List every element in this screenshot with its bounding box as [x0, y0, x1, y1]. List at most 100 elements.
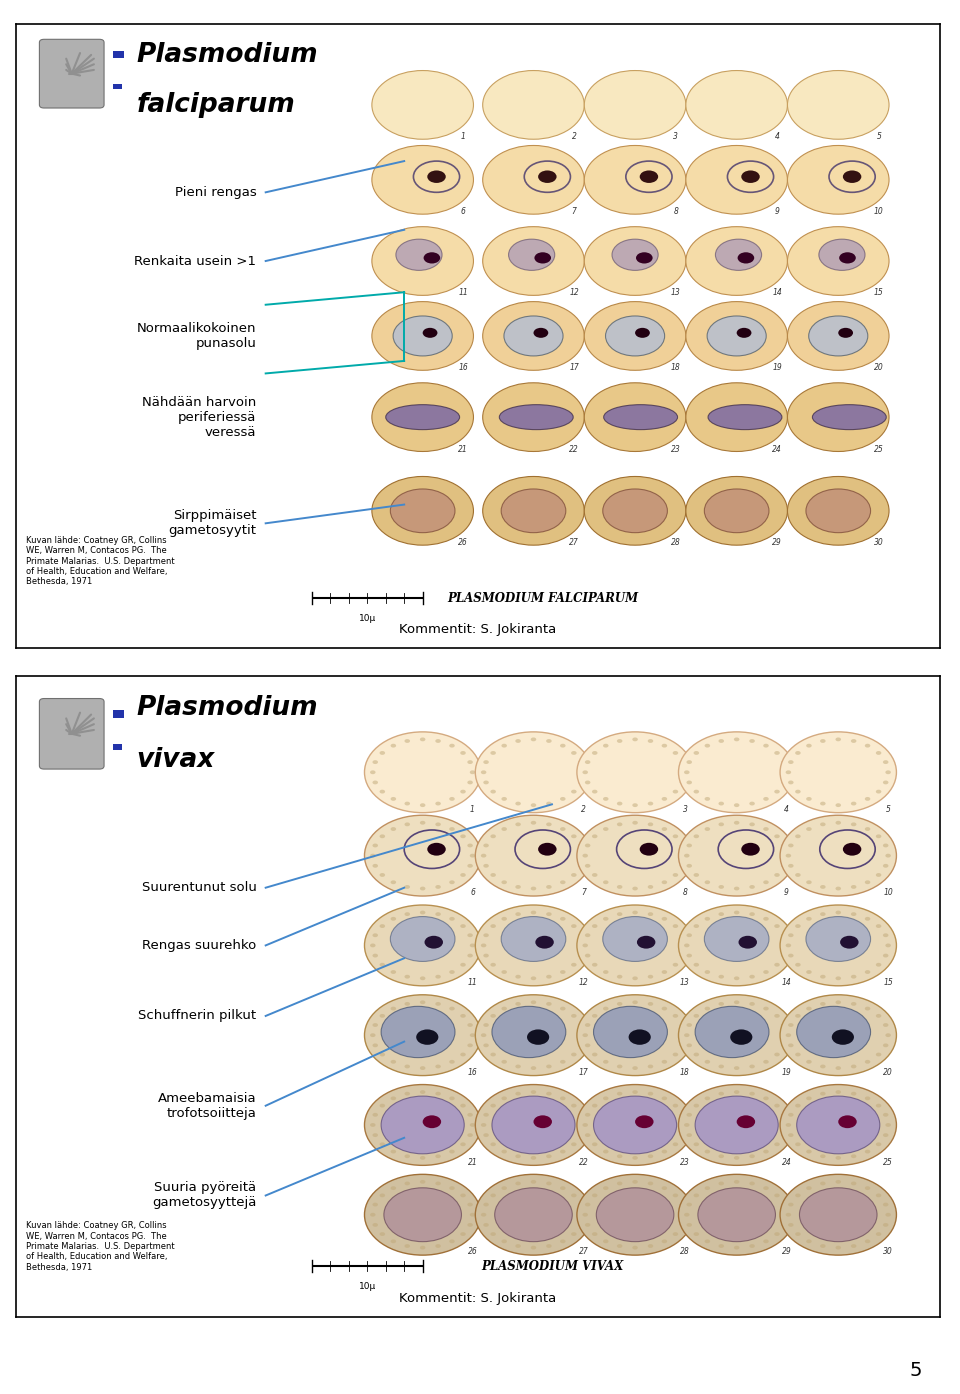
Circle shape — [420, 976, 425, 980]
Circle shape — [372, 1133, 378, 1138]
Circle shape — [571, 751, 577, 756]
Circle shape — [560, 1186, 565, 1190]
Circle shape — [372, 383, 473, 452]
Circle shape — [492, 1006, 565, 1058]
Circle shape — [795, 1013, 801, 1018]
Circle shape — [585, 1044, 590, 1047]
Circle shape — [460, 751, 466, 756]
Circle shape — [435, 912, 441, 916]
Circle shape — [633, 1090, 637, 1094]
Circle shape — [787, 477, 889, 545]
Circle shape — [420, 821, 425, 825]
Circle shape — [483, 1133, 489, 1138]
Circle shape — [365, 1174, 481, 1255]
Circle shape — [370, 1124, 375, 1126]
Circle shape — [501, 1239, 507, 1243]
Circle shape — [781, 1203, 787, 1206]
Circle shape — [372, 864, 378, 867]
Circle shape — [806, 917, 871, 962]
Circle shape — [705, 1150, 710, 1153]
Circle shape — [741, 843, 759, 856]
Circle shape — [787, 227, 889, 296]
Circle shape — [780, 732, 897, 813]
Circle shape — [460, 1142, 466, 1146]
Circle shape — [865, 1059, 871, 1064]
Circle shape — [865, 917, 871, 920]
Circle shape — [683, 771, 687, 774]
Text: 16: 16 — [468, 1068, 477, 1078]
Circle shape — [835, 803, 841, 807]
Circle shape — [679, 995, 795, 1076]
Circle shape — [469, 771, 475, 774]
Circle shape — [617, 885, 622, 889]
Circle shape — [733, 1156, 739, 1160]
Text: 28: 28 — [680, 1248, 690, 1256]
Circle shape — [685, 301, 787, 371]
Circle shape — [365, 815, 481, 896]
Circle shape — [420, 1090, 425, 1094]
Circle shape — [819, 240, 865, 270]
Circle shape — [788, 1023, 794, 1027]
Circle shape — [775, 873, 780, 877]
Circle shape — [593, 1006, 667, 1058]
Circle shape — [680, 953, 685, 958]
Circle shape — [685, 145, 787, 215]
Circle shape — [531, 1156, 537, 1160]
Circle shape — [820, 802, 826, 806]
Circle shape — [603, 881, 609, 884]
Circle shape — [661, 744, 667, 747]
Circle shape — [733, 976, 739, 980]
Circle shape — [468, 1133, 473, 1138]
Circle shape — [460, 1052, 466, 1057]
Circle shape — [435, 822, 441, 827]
Circle shape — [449, 1186, 455, 1190]
Circle shape — [581, 853, 587, 857]
Circle shape — [379, 1104, 385, 1108]
Text: 18: 18 — [680, 1068, 690, 1078]
Circle shape — [693, 1104, 699, 1108]
Circle shape — [483, 1203, 489, 1206]
Circle shape — [673, 751, 678, 756]
Text: 5: 5 — [886, 804, 891, 814]
Circle shape — [491, 1142, 496, 1146]
Circle shape — [617, 739, 622, 743]
Circle shape — [516, 1092, 521, 1096]
Circle shape — [585, 477, 685, 545]
Circle shape — [865, 1150, 871, 1153]
Circle shape — [483, 934, 489, 937]
Circle shape — [379, 1193, 385, 1197]
Circle shape — [372, 1203, 378, 1206]
Circle shape — [795, 963, 801, 966]
Circle shape — [449, 881, 455, 884]
Circle shape — [501, 1097, 507, 1100]
Circle shape — [648, 802, 653, 806]
Circle shape — [797, 1096, 879, 1154]
Circle shape — [585, 227, 685, 296]
Circle shape — [527, 1029, 549, 1046]
Circle shape — [750, 1065, 755, 1068]
Circle shape — [560, 917, 565, 920]
Circle shape — [585, 1112, 590, 1117]
Circle shape — [733, 910, 739, 914]
Circle shape — [695, 1006, 769, 1058]
Circle shape — [785, 771, 791, 774]
Circle shape — [468, 1044, 473, 1047]
Circle shape — [708, 316, 766, 355]
Circle shape — [679, 732, 795, 813]
Circle shape — [560, 1239, 565, 1243]
Circle shape — [483, 227, 585, 296]
Text: 23: 23 — [671, 445, 681, 453]
Circle shape — [546, 1243, 552, 1248]
Circle shape — [787, 145, 889, 215]
Circle shape — [783, 1033, 789, 1037]
Circle shape — [661, 881, 667, 884]
Circle shape — [435, 1182, 441, 1185]
Circle shape — [617, 1002, 622, 1006]
Circle shape — [585, 1133, 590, 1138]
Circle shape — [820, 822, 826, 827]
Circle shape — [581, 1213, 587, 1217]
Circle shape — [404, 1065, 410, 1068]
Text: Sirppimäiset
gametosyytit: Sirppimäiset gametosyytit — [168, 509, 256, 537]
Circle shape — [750, 1092, 755, 1096]
Circle shape — [516, 802, 521, 806]
